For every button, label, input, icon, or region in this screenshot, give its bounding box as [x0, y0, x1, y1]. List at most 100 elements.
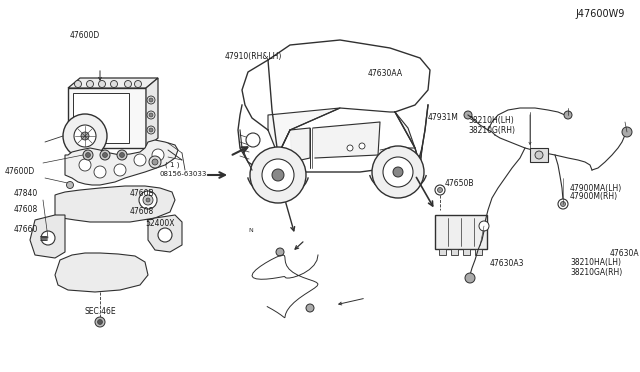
Text: 47840: 47840 — [14, 189, 38, 199]
Circle shape — [67, 182, 74, 189]
Circle shape — [95, 317, 105, 327]
Polygon shape — [30, 215, 65, 258]
Text: 47630A3: 47630A3 — [490, 260, 525, 269]
Circle shape — [63, 114, 107, 158]
Circle shape — [74, 125, 96, 147]
Text: 52400X: 52400X — [145, 219, 175, 228]
Circle shape — [438, 187, 442, 192]
Text: SEC.46E: SEC.46E — [84, 308, 116, 317]
Text: ( 1 ): ( 1 ) — [165, 162, 179, 168]
Text: 47910(RH&LH): 47910(RH&LH) — [225, 52, 282, 61]
Text: 08156-63033: 08156-63033 — [160, 171, 207, 177]
Circle shape — [564, 111, 572, 119]
Polygon shape — [146, 78, 158, 148]
Text: 47660: 47660 — [14, 225, 38, 234]
Bar — [451, 249, 458, 255]
Polygon shape — [268, 108, 340, 155]
Circle shape — [149, 156, 161, 168]
Text: 47600D: 47600D — [70, 32, 100, 41]
Circle shape — [139, 191, 157, 209]
Circle shape — [276, 248, 284, 256]
Circle shape — [147, 126, 155, 134]
Text: 47630A: 47630A — [610, 250, 639, 259]
Polygon shape — [290, 128, 310, 162]
Circle shape — [149, 98, 153, 102]
Circle shape — [143, 195, 153, 205]
Circle shape — [465, 273, 475, 283]
Circle shape — [306, 304, 314, 312]
Text: 38210H(LH): 38210H(LH) — [468, 116, 514, 125]
Circle shape — [94, 166, 106, 178]
Circle shape — [435, 185, 445, 195]
Circle shape — [558, 199, 568, 209]
Bar — [463, 249, 470, 255]
Text: 38210G(RH): 38210G(RH) — [468, 125, 515, 135]
Circle shape — [86, 80, 93, 87]
Circle shape — [149, 113, 153, 117]
Text: 47630AA: 47630AA — [368, 70, 403, 78]
Circle shape — [74, 80, 81, 87]
Circle shape — [117, 150, 127, 160]
Text: 47931M: 47931M — [428, 112, 459, 122]
Bar — [73, 93, 129, 143]
Circle shape — [347, 145, 353, 151]
Text: 47600D: 47600D — [5, 167, 35, 176]
Circle shape — [111, 80, 118, 87]
Circle shape — [262, 159, 294, 191]
Circle shape — [246, 133, 260, 147]
Circle shape — [97, 320, 102, 324]
Text: 47650B: 47650B — [445, 180, 474, 189]
Text: 38210GA(RH): 38210GA(RH) — [570, 267, 622, 276]
Polygon shape — [395, 112, 415, 148]
Polygon shape — [65, 140, 178, 185]
Circle shape — [393, 167, 403, 177]
Text: 47900MA(LH): 47900MA(LH) — [570, 183, 622, 192]
Circle shape — [372, 146, 424, 198]
Circle shape — [152, 149, 164, 161]
Circle shape — [535, 151, 543, 159]
Circle shape — [146, 198, 150, 202]
Text: 4760B: 4760B — [130, 189, 155, 199]
Circle shape — [147, 111, 155, 119]
Polygon shape — [148, 215, 182, 252]
Circle shape — [102, 153, 108, 157]
Circle shape — [147, 96, 155, 104]
Text: 47900M(RH): 47900M(RH) — [570, 192, 618, 202]
Circle shape — [79, 159, 91, 171]
Circle shape — [149, 128, 153, 132]
Circle shape — [359, 143, 365, 149]
Bar — [439, 249, 446, 255]
Circle shape — [100, 150, 110, 160]
Polygon shape — [68, 78, 158, 88]
Circle shape — [561, 202, 566, 206]
Circle shape — [99, 80, 106, 87]
Circle shape — [464, 111, 472, 119]
Text: 47608: 47608 — [130, 206, 154, 215]
Polygon shape — [55, 186, 175, 222]
Circle shape — [83, 150, 93, 160]
Bar — [475, 249, 482, 255]
Circle shape — [152, 159, 158, 165]
Circle shape — [41, 231, 55, 245]
Circle shape — [272, 169, 284, 181]
Circle shape — [81, 132, 89, 140]
Circle shape — [622, 127, 632, 137]
Circle shape — [383, 157, 413, 187]
Text: J47600W9: J47600W9 — [575, 9, 625, 19]
Circle shape — [120, 153, 125, 157]
Circle shape — [134, 80, 141, 87]
Text: 38210HA(LH): 38210HA(LH) — [570, 259, 621, 267]
Circle shape — [134, 154, 146, 166]
Bar — [68, 88, 146, 148]
Circle shape — [158, 228, 172, 242]
Circle shape — [125, 80, 131, 87]
Text: 47608: 47608 — [14, 205, 38, 214]
Circle shape — [86, 153, 90, 157]
Circle shape — [114, 164, 126, 176]
Circle shape — [479, 221, 489, 231]
Circle shape — [250, 147, 306, 203]
Text: N: N — [248, 228, 253, 234]
Polygon shape — [313, 122, 380, 158]
Polygon shape — [55, 253, 148, 292]
Bar — [530, 148, 548, 162]
